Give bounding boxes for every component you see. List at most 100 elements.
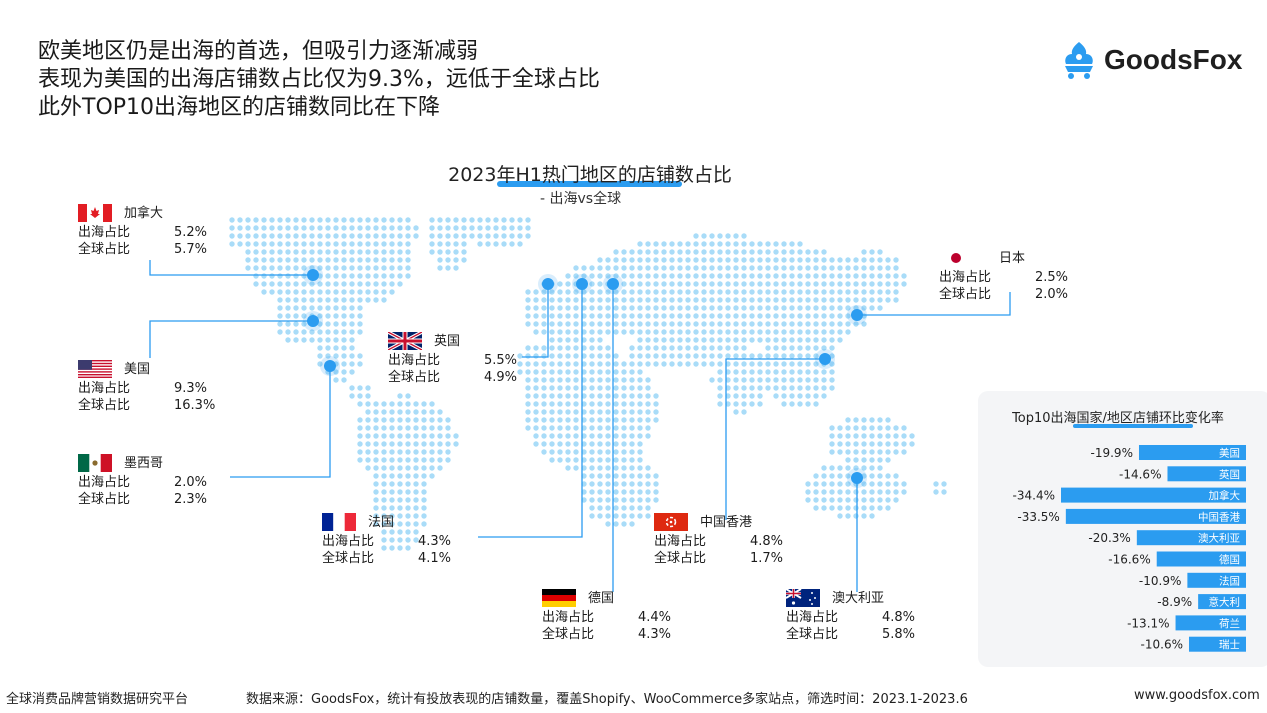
map-dot <box>629 433 635 439</box>
map-dot <box>765 361 771 367</box>
map-dot <box>365 233 371 239</box>
map-dot <box>269 249 275 255</box>
map-dot <box>285 321 291 327</box>
map-dot <box>701 337 707 343</box>
map-dot <box>653 393 659 399</box>
map-dot <box>789 337 795 343</box>
map-dot <box>573 353 579 359</box>
map-dot <box>565 289 571 295</box>
map-dot <box>381 465 387 471</box>
map-dot <box>845 313 851 319</box>
map-dot <box>485 217 491 223</box>
map-dot <box>837 297 843 303</box>
map-dot <box>437 457 443 463</box>
map-dot <box>357 273 363 279</box>
map-dot <box>373 489 379 495</box>
map-dot <box>853 273 859 279</box>
map-dot <box>429 401 435 407</box>
map-dot <box>653 273 659 279</box>
map-dot <box>525 217 531 223</box>
map-dot <box>333 225 339 231</box>
global-label: 全球占比 <box>786 627 839 642</box>
map-dot <box>661 281 667 287</box>
overseas-label: 出海占比 <box>78 225 131 240</box>
map-dot <box>805 377 811 383</box>
map-dot <box>877 497 883 503</box>
map-dot <box>717 273 723 279</box>
map-dot <box>261 249 267 255</box>
map-dot <box>765 257 771 263</box>
map-dot <box>709 273 715 279</box>
map-dot <box>853 321 859 327</box>
map-dot <box>269 289 275 295</box>
map-dot <box>877 465 883 471</box>
map-dot <box>301 289 307 295</box>
map-dot <box>701 273 707 279</box>
map-dot <box>549 385 555 391</box>
map-dot <box>589 321 595 327</box>
map-dot <box>893 481 899 487</box>
map-dot <box>645 305 651 311</box>
map-dot <box>333 369 339 375</box>
map-dot <box>597 497 603 503</box>
map-dot <box>373 409 379 415</box>
map-dot <box>421 505 427 511</box>
map-dot <box>565 449 571 455</box>
map-dot <box>365 457 371 463</box>
map-dot <box>629 377 635 383</box>
map-dot <box>397 545 403 551</box>
map-dot <box>525 345 531 351</box>
map-dot <box>533 289 539 295</box>
map-dot <box>413 409 419 415</box>
map-dot <box>365 409 371 415</box>
map-dot <box>405 489 411 495</box>
map-dot <box>573 465 579 471</box>
map-dot <box>333 377 339 383</box>
map-dot <box>381 489 387 495</box>
map-dot <box>821 345 827 351</box>
map-dot <box>853 449 859 455</box>
map-dot <box>701 353 707 359</box>
map-dot <box>869 281 875 287</box>
map-dot <box>781 289 787 295</box>
map-dot <box>805 281 811 287</box>
map-dot <box>693 313 699 319</box>
map-dot <box>645 385 651 391</box>
map-dot <box>613 257 619 263</box>
map-dot <box>597 385 603 391</box>
map-dot <box>549 361 555 367</box>
global-label: 全球占比 <box>542 627 595 642</box>
map-dot <box>557 393 563 399</box>
map-dot <box>413 441 419 447</box>
map-dot <box>645 513 651 519</box>
map-dot <box>637 473 643 479</box>
map-dot <box>837 465 843 471</box>
map-dot <box>349 241 355 247</box>
map-dot <box>421 417 427 423</box>
map-dot <box>677 361 683 367</box>
map-dot <box>669 345 675 351</box>
map-dot <box>877 417 883 423</box>
map-dot <box>741 281 747 287</box>
map-dot <box>445 425 451 431</box>
france-flag-icon <box>322 513 356 531</box>
map-dot <box>317 289 323 295</box>
map-dot <box>389 273 395 279</box>
map-dot <box>733 289 739 295</box>
map-dot <box>629 361 635 367</box>
map-dot <box>317 265 323 271</box>
map-dot <box>621 441 627 447</box>
map-dot <box>789 361 795 367</box>
footer-website[interactable]: www.goodsfox.com <box>1134 688 1260 703</box>
map-dot <box>709 345 715 351</box>
map-dot <box>805 337 811 343</box>
map-dot <box>261 217 267 223</box>
overseas-label: 出海占比 <box>654 534 707 549</box>
connector-japan <box>857 292 1011 316</box>
map-dot <box>357 225 363 231</box>
map-dot <box>837 449 843 455</box>
map-dot <box>653 265 659 271</box>
map-dot <box>597 505 603 511</box>
map-dot <box>445 217 451 223</box>
map-dot <box>685 273 691 279</box>
